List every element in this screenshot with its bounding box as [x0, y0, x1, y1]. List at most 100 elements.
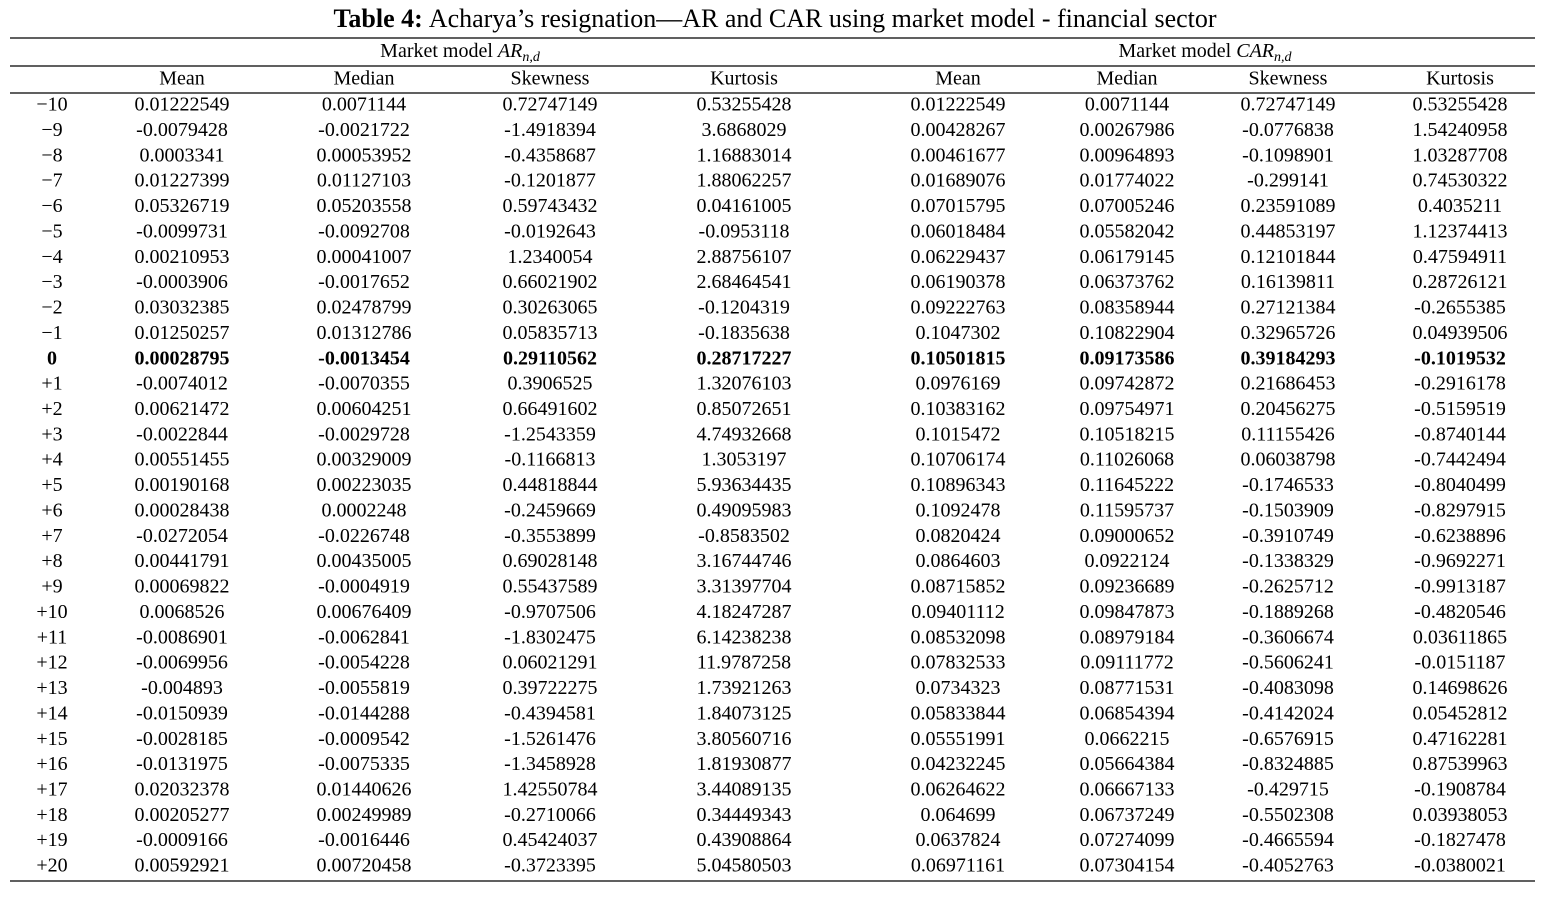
column-header: Mean — [935, 68, 981, 90]
row-label: −6 — [41, 195, 62, 217]
cell: 1.32076103 — [697, 373, 792, 395]
cell: 11.9787258 — [697, 652, 791, 674]
cell: 0.00249989 — [317, 804, 412, 826]
cell: 0.0068526 — [140, 601, 225, 623]
cell: 0.09754971 — [1080, 398, 1175, 420]
cell: 0.00223035 — [317, 474, 412, 496]
cell: -0.0150939 — [136, 702, 228, 724]
cell: -0.0079428 — [136, 119, 228, 141]
cell: -0.9913187 — [1414, 576, 1506, 598]
cell: 0.4035211 — [1418, 195, 1502, 217]
cell: -1.2543359 — [504, 423, 596, 445]
cell: 0.09742872 — [1080, 373, 1175, 395]
cell: 0.44818844 — [503, 474, 598, 496]
cell: -0.5159519 — [1414, 398, 1506, 420]
cell: 0.00621472 — [135, 398, 230, 420]
cell: -0.1827478 — [1414, 829, 1506, 851]
cell: 0.01312786 — [317, 322, 412, 344]
cell: 0.01250257 — [135, 322, 230, 344]
group-subscript: n,d — [522, 50, 541, 65]
cell: 0.20456275 — [1241, 398, 1336, 420]
cell: -0.7442494 — [1414, 449, 1506, 471]
row-label: +19 — [36, 829, 67, 851]
group-header: Market model CARn,d — [1118, 40, 1292, 66]
table-row: +10 0.0068526 0.00676409 -0.9707506 4.182472… — [36, 601, 1505, 623]
cell: 0.06373762 — [1080, 271, 1175, 293]
cell: 0.00028795 — [135, 347, 230, 369]
cell: 0.07005246 — [1080, 195, 1175, 217]
cell: 0.02478799 — [317, 297, 412, 319]
cell: 0.12101844 — [1241, 246, 1336, 268]
cell: 0.00267986 — [1080, 119, 1175, 141]
cell: -0.3723395 — [504, 855, 596, 877]
cell: 0.00461677 — [911, 144, 1006, 166]
cell: 1.42550784 — [503, 778, 598, 800]
cell: 6.14238238 — [697, 626, 792, 648]
cell: 1.73921263 — [697, 677, 792, 699]
table-row: +17 0.02032378 0.01440626 1.42550784 3.44089… — [36, 778, 1505, 800]
cell: 0.00028438 — [135, 499, 230, 521]
cell: 1.3053197 — [702, 449, 787, 471]
cell: 0.72747149 — [1241, 94, 1336, 116]
cell: 0.00551455 — [135, 449, 230, 471]
cell: 0.69028148 — [503, 550, 598, 572]
row-label: +5 — [41, 474, 62, 496]
cell: 0.03938053 — [1413, 804, 1508, 826]
cell: -0.1166813 — [505, 449, 596, 471]
cell: 0.29110562 — [503, 347, 597, 369]
cell: -0.2459669 — [504, 499, 596, 521]
cell: -0.1835638 — [698, 322, 790, 344]
cell: 3.6868029 — [702, 119, 787, 141]
table-row: −1 0.01250257 0.01312786 0.05835713 -0.18356… — [41, 322, 1507, 344]
cell: 0.39184293 — [1241, 347, 1336, 369]
cell: 0.0820424 — [916, 525, 1001, 547]
cell: 0.09401112 — [911, 601, 1005, 623]
table-row: +3 -0.0022844 -0.0029728 -1.2543359 4.749326… — [41, 423, 1505, 445]
cell: 0.01440626 — [317, 778, 412, 800]
cell: 0.00069822 — [135, 576, 230, 598]
cell: 5.93634435 — [697, 474, 792, 496]
cell: 0.11155426 — [1241, 423, 1335, 445]
table-row: −9 -0.0079428 -0.0021722 -1.4918394 3.686802… — [41, 119, 1507, 141]
table-number: Table 4: — [333, 4, 422, 33]
row-label: +4 — [41, 449, 62, 471]
table-row: 0 0.00028795 -0.0013454 0.29110562 0.2871722… — [47, 347, 1506, 369]
cell: -0.299141 — [1247, 170, 1329, 192]
column-header: Skewness — [511, 68, 590, 90]
cell: -0.1338329 — [1242, 550, 1334, 572]
cell: 0.55437589 — [503, 576, 598, 598]
cell: 0.05326719 — [135, 195, 230, 217]
cell: -0.2710066 — [504, 804, 596, 826]
cell: -0.0028185 — [136, 728, 228, 750]
table-row: +13 -0.004893 -0.0055819 0.39722275 1.739212… — [36, 677, 1507, 699]
cell: 5.04580503 — [697, 855, 792, 877]
table-row: +8 0.00441791 0.00435005 0.69028148 3.167447… — [41, 550, 1505, 572]
group-subscript: n,d — [1274, 50, 1293, 65]
cell: 0.05582042 — [1080, 220, 1175, 242]
cell: 0.0922124 — [1085, 550, 1170, 572]
cell: -0.1098901 — [1242, 144, 1334, 166]
table-row: +1 -0.0074012 -0.0070355 0.3906525 1.3207610… — [41, 373, 1505, 395]
cell: -0.0004919 — [318, 576, 410, 598]
cell: 0.05664384 — [1080, 753, 1175, 775]
cell: 1.03287708 — [1413, 144, 1508, 166]
cell: 0.05835713 — [503, 322, 598, 344]
row-label: −8 — [41, 144, 62, 166]
cell: 0.66491602 — [503, 398, 598, 420]
row-label: +1 — [41, 373, 62, 395]
cell: 0.00592921 — [135, 855, 230, 877]
cell: 0.00210953 — [135, 246, 230, 268]
cell: 0.43908864 — [697, 829, 792, 851]
cell: 0.06190378 — [911, 271, 1006, 293]
cell: 1.16883014 — [697, 144, 792, 166]
cell: 0.08358944 — [1080, 297, 1175, 319]
cell: 0.09222763 — [911, 297, 1006, 319]
cell: 0.0002248 — [322, 499, 407, 521]
cell: 0.00604251 — [317, 398, 412, 420]
cell: -0.0776838 — [1242, 119, 1334, 141]
cell: 0.10896343 — [911, 474, 1006, 496]
cell: 0.06264622 — [911, 778, 1006, 800]
cell: -0.2916178 — [1414, 373, 1506, 395]
cell: 0.30263065 — [503, 297, 598, 319]
cell: 0.04232245 — [911, 753, 1006, 775]
